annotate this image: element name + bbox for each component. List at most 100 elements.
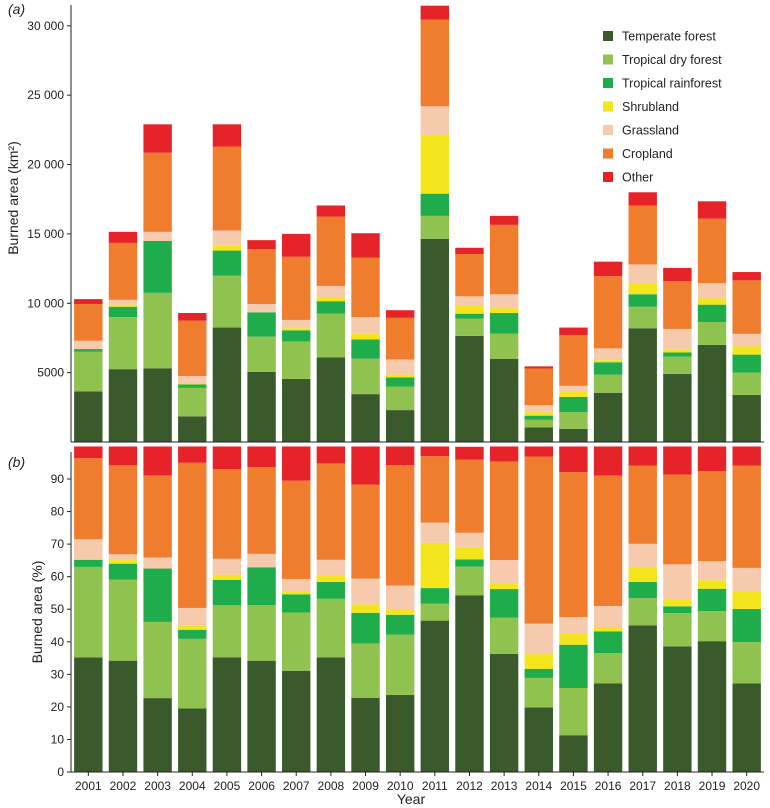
- panel-b-bar-2018-grassland: [663, 564, 692, 600]
- panel-b-bar-2014-other: [524, 446, 553, 457]
- panel-a-bar-2008-grassland: [316, 285, 346, 298]
- x-axis-label: Year: [397, 791, 426, 807]
- panel-b-bar-2019-cropland: [697, 471, 727, 562]
- panel-b-bar-2007-tropical-rainforest: [282, 594, 311, 613]
- panel-a-bar-2007-tropical-rainforest: [282, 330, 311, 342]
- panel-a-bar-2001-grassland: [74, 340, 103, 350]
- panel-a-bar-2016-grassland: [593, 348, 623, 361]
- panel-b-bar-2006-cropland: [247, 466, 276, 554]
- panel-b-bar-2013-shrubland: [489, 583, 519, 590]
- panel-b-bar-2003-other: [143, 446, 172, 476]
- panel-b-bar-2020-shrubland: [732, 591, 761, 609]
- panel-b-y-tick-label: 70: [51, 537, 65, 551]
- panel-a-bar-2011-shrubland: [420, 134, 450, 194]
- x-tick-label-2003: 2003: [144, 779, 171, 793]
- x-tick-label-2009: 2009: [352, 779, 379, 793]
- panel-a-bar-2011-temperate-forest: [420, 238, 450, 442]
- panel-b-bar-2003-tropical-dry-forest: [143, 621, 172, 699]
- panel-b-bar-2013-other: [489, 446, 519, 462]
- panel-b-y-ticks: 0 10 20 30 40 50 60 70 80 90: [51, 472, 71, 779]
- panel-a-bar-2015-tropical-rainforest: [559, 396, 588, 413]
- panel-b-bar-2017-shrubland: [628, 566, 657, 582]
- panel-a-bar-2020-cropland: [732, 280, 761, 334]
- legend: Temperate forest Tropical dry forest Tropi…: [603, 30, 722, 185]
- x-tick-label-2019: 2019: [699, 779, 726, 793]
- panel-b-bar-2019-temperate-forest: [697, 641, 727, 772]
- panel-a-bar-2012-tropical-rainforest: [455, 313, 484, 319]
- panel-b-bar-2009-other: [351, 446, 380, 485]
- panel-a-bar-2015-tropical-dry-forest: [559, 412, 588, 429]
- panel-b-bar-2010-other: [385, 446, 415, 466]
- x-tick-label-2018: 2018: [664, 779, 691, 793]
- panel-b-bar-2017-temperate-forest: [628, 625, 657, 772]
- x-tick-label-2015: 2015: [560, 779, 587, 793]
- panel-a-bar-2011-grassland: [420, 106, 450, 135]
- panel-a-bar-2017-tropical-rainforest: [628, 294, 657, 307]
- panel-b-bar-2010-grassland: [385, 585, 415, 610]
- panel-b-bar-2001-grassland: [74, 539, 103, 560]
- panel-a-bar-2019-tropical-dry-forest: [697, 322, 727, 345]
- panel-a-bar-2013-tropical-dry-forest: [489, 333, 519, 359]
- panel-a-bar-2012-other: [455, 247, 484, 255]
- panel-a-burned-area-km2: (a) Burned area (km²) 5000 10 000 15 000 20…: [5, 1, 764, 443]
- panel-a-bar-2011-cropland: [420, 19, 450, 107]
- x-tick-label-2002: 2002: [110, 779, 137, 793]
- panel-b-bar-2009-grassland: [351, 578, 380, 605]
- panel-a-bar-2008-cropland: [316, 216, 346, 286]
- panel-a-bar-2017-cropland: [628, 205, 657, 265]
- panel-b-bar-2001-other: [74, 446, 103, 459]
- panel-a-bar-2003-tropical-dry-forest: [143, 292, 172, 369]
- panel-a-bar-2014-cropland: [524, 368, 553, 406]
- panel-a-bar-2006-temperate-forest: [247, 371, 276, 442]
- panel-b-bar-2015-tropical-rainforest: [559, 644, 588, 689]
- panel-b-y-tick-label: 20: [51, 700, 65, 714]
- panel-a-bar-2006-tropical-rainforest: [247, 312, 276, 337]
- panel-b-bar-2013-grassland: [489, 560, 519, 584]
- panel-a-y-tick-label: 10 000: [27, 296, 64, 310]
- panel-b-bar-2008-tropical-dry-forest: [316, 598, 346, 658]
- panel-a-bar-2007-temperate-forest: [282, 378, 311, 442]
- panel-a-bar-2020-tropical-rainforest: [732, 354, 761, 373]
- panel-a-bar-2007-tropical-dry-forest: [282, 341, 311, 379]
- panel-b-bar-2004-temperate-forest: [178, 708, 207, 772]
- panel-a-bar-2002-other: [108, 231, 138, 243]
- panel-a-bar-2015-cropland: [559, 335, 588, 386]
- panel-b-bar-2002-tropical-rainforest: [108, 563, 138, 580]
- panel-b-bar-2005-shrubland: [212, 574, 242, 580]
- panel-a-bar-2001-temperate-forest: [74, 391, 103, 442]
- panel-a-bar-2004-other: [178, 312, 207, 321]
- x-tick-label-2017: 2017: [629, 779, 656, 793]
- panel-b-y-tick-label: 90: [51, 472, 65, 486]
- panel-b-bar-2016-temperate-forest: [593, 683, 623, 772]
- panel-a-bar-2008-shrubland: [316, 297, 346, 302]
- panel-b-bar-2017-grassland: [628, 543, 657, 567]
- panel-a-bar-2013-grassland: [489, 294, 519, 309]
- panel-a-bar-2002-cropland: [108, 242, 138, 300]
- legend-swatch-other: [603, 172, 613, 182]
- panel-a-bar-2009-tropical-dry-forest: [351, 358, 380, 395]
- panel-a-bar-2016-temperate-forest: [593, 392, 623, 442]
- panel-b-bar-2007-other: [282, 446, 311, 481]
- panel-a-bar-2016-cropland: [593, 276, 623, 349]
- legend-label-grassland: Grassland: [622, 124, 679, 138]
- panel-b-bar-2019-other: [697, 446, 727, 472]
- panel-b-bar-2001-tropical-rainforest: [74, 559, 103, 567]
- panel-a-bar-2010-temperate-forest: [385, 410, 415, 442]
- panel-a-bar-2019-shrubland: [697, 298, 727, 305]
- panel-a-bar-2017-shrubland: [628, 283, 657, 295]
- panel-b-bar-2017-tropical-rainforest: [628, 581, 657, 599]
- panel-b-bar-2008-cropland: [316, 463, 346, 560]
- panel-a-bar-2010-tropical-rainforest: [385, 377, 415, 387]
- panel-b-bar-2009-tropical-dry-forest: [351, 643, 380, 698]
- panel-a-bar-2005-tropical-rainforest: [212, 250, 242, 276]
- panel-a-bar-2003-grassland: [143, 231, 172, 241]
- panel-a-bar-2016-tropical-dry-forest: [593, 374, 623, 393]
- panel-b-bar-2016-other: [593, 446, 623, 476]
- panel-a-bar-2018-shrubland: [663, 349, 692, 353]
- panel-b-bar-2005-temperate-forest: [212, 657, 242, 772]
- panel-b-bar-2017-tropical-dry-forest: [628, 598, 657, 626]
- panel-a-bar-2001-tropical-dry-forest: [74, 351, 103, 392]
- legend-swatch-tropical-rainforest: [603, 78, 613, 88]
- panel-a-y-tick-label: 25 000: [27, 88, 64, 102]
- panel-a-y-tick-label: 5000: [37, 366, 64, 380]
